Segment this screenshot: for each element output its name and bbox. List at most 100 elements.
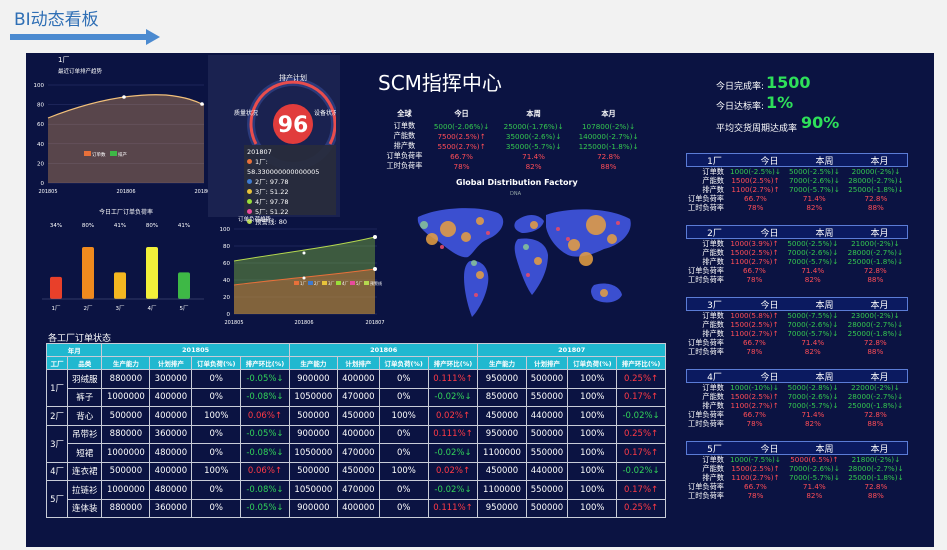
factory-block-2: 2厂 今日 本周 本月 订单数 1000(3.9%)↑ 5000(-2.5%)↓ 21000(… bbox=[686, 225, 908, 284]
summary-table: 全球 今日 本周 本月 订单数 5000(-2.06%)↓ 25000(-1.76%)↓ 10… bbox=[382, 107, 646, 171]
factory-header-cell: 本月 bbox=[870, 300, 889, 311]
area-legend-item: 5厂 bbox=[356, 281, 363, 286]
factory-cell: 25000(-1.8%)↓ bbox=[847, 257, 904, 266]
orders-cell: 0.25%↑ bbox=[616, 369, 666, 389]
tooltip-item: 4厂: 97.78 bbox=[247, 197, 333, 207]
factory-cell: 订单负荷率 bbox=[688, 482, 724, 491]
factory-cell: 排产数 bbox=[702, 473, 724, 482]
summary-cell: 72.8% bbox=[597, 151, 620, 161]
summary-cell: 66.7% bbox=[450, 151, 473, 161]
bar-category-label: 3厂 bbox=[116, 305, 125, 312]
factory-cell: 21800(-2%)↓ bbox=[851, 455, 901, 464]
orders-cell: 480000 bbox=[149, 480, 193, 500]
orders-cell: 480000 bbox=[149, 443, 193, 463]
factory-header-cell: 今日 bbox=[760, 228, 779, 239]
kpi-avg-value: 90% bbox=[801, 113, 840, 132]
orders-cell: 1000000 bbox=[101, 480, 151, 500]
orders-cell: 0% bbox=[191, 387, 242, 407]
factory-cell: 88% bbox=[867, 275, 884, 284]
factory-cell: 1500(2.5%)↑ bbox=[731, 176, 780, 185]
trend-y-tick: 100 bbox=[34, 83, 45, 89]
orders-cell: 880000 bbox=[101, 369, 151, 389]
factory-header-cell: 4厂 bbox=[707, 372, 722, 383]
center-title: SCM指挥中心 bbox=[378, 71, 502, 95]
orders-cell: 880000 bbox=[101, 498, 151, 518]
bar-3 bbox=[114, 272, 126, 299]
orders-cell: -0.02%↓ bbox=[616, 406, 666, 426]
factory-cell: 72.8% bbox=[863, 338, 887, 347]
factory-cell: 72.8% bbox=[863, 410, 887, 419]
orders-cell: 500000 bbox=[288, 406, 338, 426]
orders-cell: 0.111%↑ bbox=[427, 369, 479, 389]
factory-cell: 工时负荷率 bbox=[688, 275, 724, 284]
summary-header: 本周 bbox=[526, 109, 541, 118]
orders-cell: 100% bbox=[567, 424, 618, 444]
factory-cell: 72.8% bbox=[863, 266, 887, 275]
orders-title: 各工厂订单状态 bbox=[48, 334, 112, 344]
orders-cell: 1050000 bbox=[288, 387, 338, 407]
orders-cell: -0.05%↓ bbox=[240, 498, 290, 518]
factory-cell: 1100(2.7%)↑ bbox=[730, 257, 779, 266]
factory-block-1: 1厂 今日 本周 本月 订单数 1000(-2.5%)↓ 5000(-2.5%)↓ 20000… bbox=[686, 153, 908, 212]
kpi-reach-label: 今日达标率: bbox=[716, 102, 765, 112]
orders-column-header: 计划排产 bbox=[525, 356, 569, 370]
summary-cell: 88% bbox=[600, 161, 617, 171]
orders-cell: 470000 bbox=[336, 387, 380, 407]
orders-cell: 连体装 bbox=[67, 498, 103, 518]
factory-name-cell: 3厂 bbox=[45, 424, 69, 463]
orders-cell: 0.06%↑ bbox=[240, 406, 290, 426]
trend-x-tick: 201807 bbox=[194, 189, 211, 195]
trend-legend-1: 订单数 bbox=[92, 151, 106, 158]
world-map bbox=[417, 208, 631, 317]
orders-cell: 950000 bbox=[477, 424, 527, 444]
table-row: 1厂 羽绒服 880000 300000 0% -0.05%↓ 900000 400000 0%… bbox=[45, 369, 666, 407]
factory-header-cell: 本周 bbox=[815, 300, 834, 311]
orders-cell: 440000 bbox=[525, 406, 569, 426]
orders-cell: -0.02%↓ bbox=[427, 443, 479, 463]
orders-cell: 0% bbox=[191, 480, 242, 500]
orders-cell: 0% bbox=[191, 424, 242, 444]
factory-header-cell: 今日 bbox=[760, 156, 779, 167]
orders-cell: 0.111%↑ bbox=[427, 498, 479, 518]
orders-cell: 550000 bbox=[525, 387, 569, 407]
orders-cell: 470000 bbox=[336, 443, 380, 463]
factory-cell: 排产数 bbox=[702, 329, 724, 338]
factory-cell: 66.7% bbox=[743, 410, 766, 419]
factory-cell: 7000(-5.7%)↓ bbox=[788, 185, 840, 194]
bar-category-label: 1厂 bbox=[52, 305, 61, 312]
factory-cell: 78% bbox=[747, 203, 764, 212]
factory-block-3: 3厂 今日 本周 本月 订单数 1000(5.8%)↑ 5000(-7.5%)↓ 23000(… bbox=[686, 297, 908, 356]
orders-cell: -0.08%↓ bbox=[240, 443, 290, 463]
orders-cell: 0.02%↑ bbox=[427, 406, 479, 426]
factory-cell: 5000(-7.5%)↓ bbox=[787, 311, 839, 320]
area-legend-item: 预警线 bbox=[370, 280, 382, 286]
factory-cell: 排产数 bbox=[702, 257, 724, 266]
bar-category-label: 5厂 bbox=[180, 305, 189, 312]
factory-cell: 21000(-2%)↓ bbox=[851, 239, 900, 248]
orders-cell: 1100000 bbox=[477, 480, 527, 500]
factory-name-cell: 5厂 bbox=[45, 480, 69, 518]
bar-data-label: 80% bbox=[146, 223, 158, 229]
bar-chart: 34% 1厂 80% 2厂 41% 3厂 80% 4厂 41% 5厂 bbox=[42, 223, 204, 312]
factory-cell: 7000(-2.6%)↓ bbox=[787, 248, 839, 257]
factory-cell: 71.4% bbox=[802, 482, 826, 491]
orders-cell: 0% bbox=[191, 498, 242, 518]
area-y-tick: 40 bbox=[223, 278, 230, 284]
factory-cell: 排产数 bbox=[702, 401, 724, 410]
factory-cell: 排产数 bbox=[702, 185, 724, 194]
area-x-tick: 201807 bbox=[365, 320, 384, 326]
svg-text:设备状况: 设备状况 bbox=[314, 109, 336, 117]
factory-cell: 71.4% bbox=[801, 266, 825, 275]
bar-title: 今日工厂订单负荷率 bbox=[98, 209, 153, 216]
area-x-tick: 201806 bbox=[294, 320, 313, 326]
orders-column-header: 生产能力 bbox=[288, 356, 338, 370]
factory-cell: 72.8% bbox=[864, 482, 888, 491]
factory-name-cell: 4厂 bbox=[45, 461, 69, 481]
summary-cell: 125000(-1.8%)↓ bbox=[578, 141, 639, 151]
table-row: 4厂 连衣裙 500000 400000 100% 0.06%↑ 500000 450000 1… bbox=[45, 461, 666, 481]
factory-cell: 1500(2.5%)↑ bbox=[731, 464, 780, 473]
factory-header-cell: 今日 bbox=[760, 300, 779, 311]
trend-y-tick: 60 bbox=[37, 122, 44, 128]
orders-column-header: 计划排产 bbox=[149, 356, 193, 370]
orders-cell: 1050000 bbox=[288, 480, 338, 500]
